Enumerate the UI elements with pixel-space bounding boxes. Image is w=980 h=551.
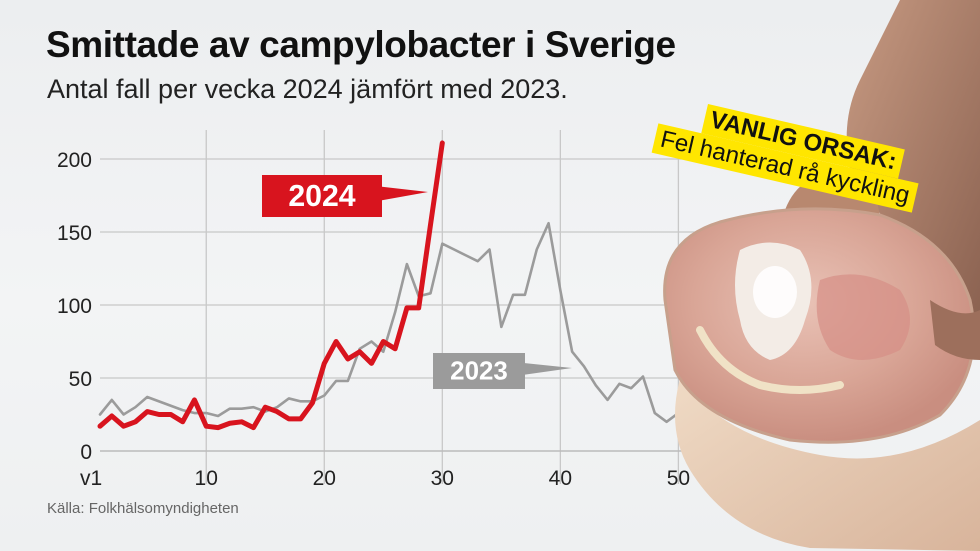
- x-axis-ticks: v1 10 20 30 40 50: [80, 467, 690, 490]
- y-axis-ticks: 0 50 100 150 200: [57, 149, 92, 464]
- label-2024-box: [262, 175, 428, 217]
- series-2024: [97, 140, 445, 431]
- x-tick-label: 10: [195, 467, 218, 490]
- source-note: Källa: Folkhälsomyndigheten: [47, 500, 239, 517]
- x-tick-label: 30: [431, 467, 454, 490]
- raw-chicken-image: [663, 0, 980, 551]
- y-tick-label: 50: [69, 368, 92, 391]
- label-2024-text: 2024: [288, 180, 355, 213]
- x-tick-label: 50: [667, 467, 690, 490]
- x-tick-label: 40: [549, 467, 572, 490]
- label-2023-box: [433, 353, 572, 389]
- chart-title: Smittade av campylobacter i Sverige: [46, 24, 676, 65]
- y-tick-label: 150: [57, 222, 92, 245]
- chart-subtitle: Antal fall per vecka 2024 jämfört med 20…: [47, 74, 568, 104]
- label-2023-text: 2023: [450, 358, 508, 386]
- y-tick-label: 100: [57, 295, 92, 318]
- x-tick-label: v1: [80, 467, 102, 490]
- x-tick-label: 20: [313, 467, 336, 490]
- series-labels: 2024 2023: [262, 175, 572, 389]
- y-tick-label: 0: [80, 441, 92, 464]
- line-2024: [97, 140, 445, 431]
- y-tick-label: 200: [57, 149, 92, 172]
- chart-grid: [100, 130, 702, 484]
